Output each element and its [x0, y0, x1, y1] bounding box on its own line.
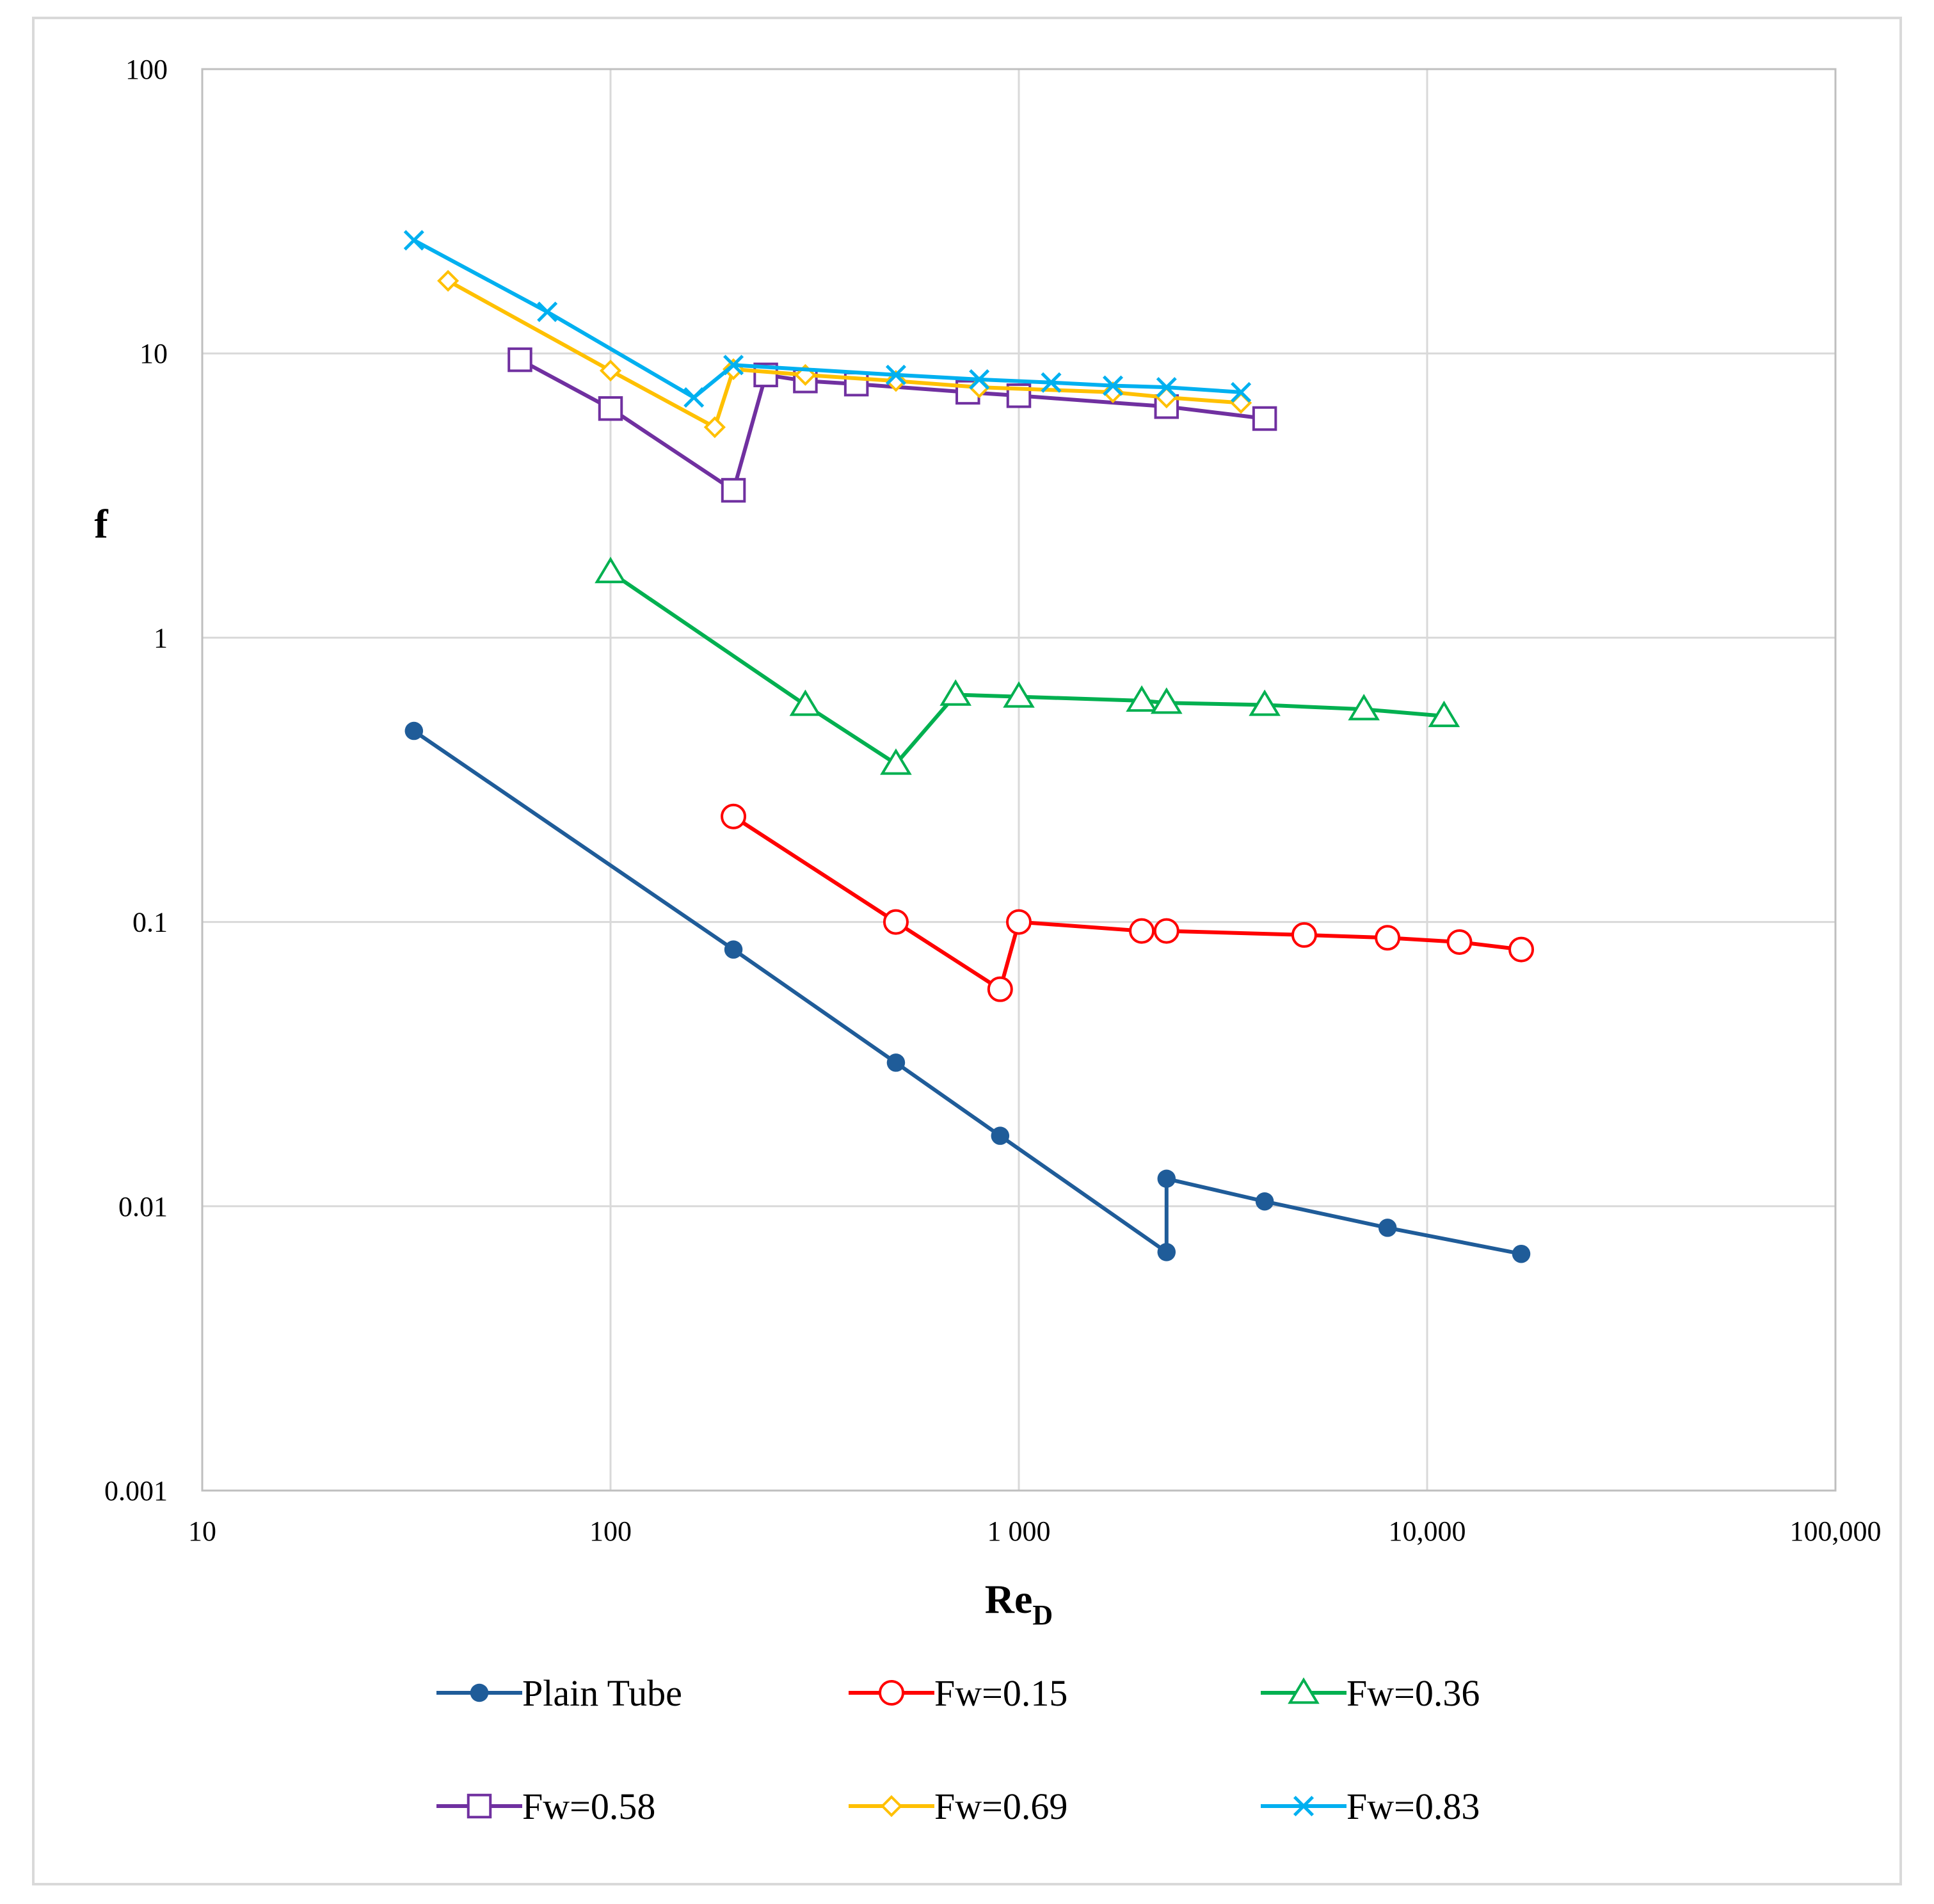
data-point-fw-0-83-9	[1156, 377, 1177, 398]
legend-marker-fw-0-69	[880, 1795, 903, 1818]
data-point-fw-0-83-3	[683, 387, 705, 408]
tick-labels: 10 100 1 000 10,000 100,000 0.001 0.01 0.1 1 10 10…	[104, 54, 1882, 1547]
series-layer	[403, 230, 1535, 1263]
series-plain-tube	[404, 721, 1531, 1263]
data-point-fw-0-36-9	[1348, 694, 1380, 721]
data-point-fw-0-36-10	[1428, 700, 1460, 728]
data-point-fw-0-15-5	[1129, 918, 1155, 944]
x-axis-label: ReD	[985, 1576, 1053, 1631]
x-tick-label-1-000: 1 000	[987, 1516, 1051, 1547]
data-point-plain-tube-9	[1512, 1244, 1531, 1263]
y-tick-label-0-01: 0.01	[118, 1191, 168, 1222]
legend-marker-plain-tube	[470, 1683, 489, 1702]
data-point-fw-0-58-3	[721, 477, 746, 503]
data-point-fw-0-15-10	[1508, 936, 1535, 963]
series-line-fw-0-83	[413, 238, 1242, 399]
data-point-fw-0-58-2	[598, 396, 623, 421]
x-tick-label-10-000: 10,000	[1389, 1516, 1466, 1547]
data-point-fw-0-36-6	[1126, 685, 1158, 712]
legend: Plain Tube Fw=0.15 Fw=0.36 Fw=0.58 Fw=0.69 Fw…	[436, 1672, 1480, 1827]
data-point-fw-0-69-1	[437, 269, 460, 292]
data-point-fw-0-15-8	[1375, 925, 1401, 951]
data-point-plain-tube-2	[724, 940, 743, 959]
data-point-fw-0-83-7	[1041, 372, 1062, 393]
legend-label-plain-tube: Plain Tube	[522, 1672, 682, 1714]
data-point-fw-0-15-4	[1006, 909, 1032, 935]
data-point-plain-tube-3	[886, 1053, 906, 1072]
series-line-fw-0-58	[519, 358, 1265, 493]
data-point-fw-0-15-9	[1446, 929, 1473, 955]
data-point-fw-0-36-3	[880, 748, 912, 775]
data-point-fw-0-83-8	[1103, 375, 1124, 396]
data-point-fw-0-36-7	[1150, 687, 1183, 714]
x-tick-label-10: 10	[188, 1516, 216, 1547]
data-point-fw-0-36-2	[789, 689, 822, 716]
data-point-fw-0-36-1	[595, 556, 627, 584]
data-point-fw-0-36-4	[939, 679, 971, 706]
x-axis-label-main: Re	[985, 1576, 1033, 1622]
x-tick-label-100: 100	[589, 1516, 632, 1547]
legend-label-fw-0-15: Fw=0.15	[934, 1672, 1067, 1714]
legend-label-fw-0-58: Fw=0.58	[522, 1786, 655, 1827]
plot-area-border	[201, 68, 1837, 1492]
x-tick-label-100-000: 100,000	[1790, 1516, 1882, 1547]
data-point-fw-0-83-6	[969, 369, 990, 390]
data-point-plain-tube-7	[1255, 1192, 1274, 1211]
legend-item-fw-0-36: Fw=0.36	[1261, 1672, 1480, 1714]
y-tick-label-0-1: 0.1	[132, 907, 168, 938]
legend-marker-fw-0-36	[1288, 1677, 1320, 1704]
data-point-fw-0-36-5	[1003, 681, 1035, 708]
legend-label-fw-0-83: Fw=0.83	[1347, 1786, 1480, 1827]
data-point-fw-0-69-2	[599, 359, 622, 382]
data-point-fw-0-15-1	[721, 803, 747, 829]
y-tick-label-100: 100	[125, 54, 168, 85]
y-axis-label: f	[94, 501, 108, 547]
x-axis-label-subscript: D	[1032, 1599, 1053, 1631]
y-tick-label-10: 10	[140, 338, 168, 369]
legend-item-fw-0-83: Fw=0.83	[1261, 1786, 1480, 1827]
data-point-plain-tube-6	[1157, 1169, 1176, 1188]
series-line-fw-0-36	[609, 570, 1444, 766]
outer-border	[32, 17, 1902, 1885]
data-point-plain-tube-8	[1378, 1219, 1397, 1237]
data-point-fw-0-58-1	[507, 347, 532, 372]
legend-label-fw-0-69: Fw=0.69	[934, 1786, 1067, 1827]
data-point-fw-0-83-1	[403, 230, 424, 251]
data-point-plain-tube-5	[1157, 1243, 1176, 1261]
data-point-fw-0-15-7	[1291, 922, 1317, 948]
data-point-fw-0-36-8	[1249, 689, 1281, 716]
series-fw-0-15	[721, 803, 1535, 1002]
legend-label-fw-0-36: Fw=0.36	[1347, 1672, 1480, 1714]
data-point-fw-0-15-2	[883, 909, 909, 935]
legend-marker-fw-0-58	[467, 1793, 492, 1819]
data-point-plain-tube-4	[991, 1126, 1010, 1145]
legend-item-fw-0-69: Fw=0.69	[849, 1786, 1067, 1827]
legend-item-plain-tube: Plain Tube	[436, 1672, 682, 1714]
data-point-fw-0-83-2	[537, 301, 558, 323]
data-point-fw-0-15-3	[987, 976, 1013, 1002]
data-point-fw-0-15-6	[1153, 918, 1179, 944]
series-fw-0-36	[595, 556, 1460, 775]
data-point-fw-0-58-10	[1252, 406, 1277, 431]
data-point-plain-tube-1	[404, 721, 424, 740]
data-point-fw-0-83-4	[723, 355, 744, 376]
legend-item-fw-0-58: Fw=0.58	[436, 1786, 655, 1827]
series-line-fw-0-69	[447, 279, 1242, 429]
data-point-fw-0-83-10	[1231, 381, 1252, 403]
legend-item-fw-0-15: Fw=0.15	[849, 1672, 1067, 1714]
data-point-fw-0-69-3	[703, 416, 726, 438]
data-point-fw-0-83-5	[885, 364, 906, 385]
y-tick-label-0-001: 0.001	[104, 1475, 168, 1507]
series-fw-0-83	[403, 230, 1252, 408]
legend-marker-fw-0-15	[879, 1680, 904, 1706]
y-tick-label-1: 1	[154, 622, 168, 653]
legend-marker-fw-0-83	[1293, 1795, 1315, 1817]
